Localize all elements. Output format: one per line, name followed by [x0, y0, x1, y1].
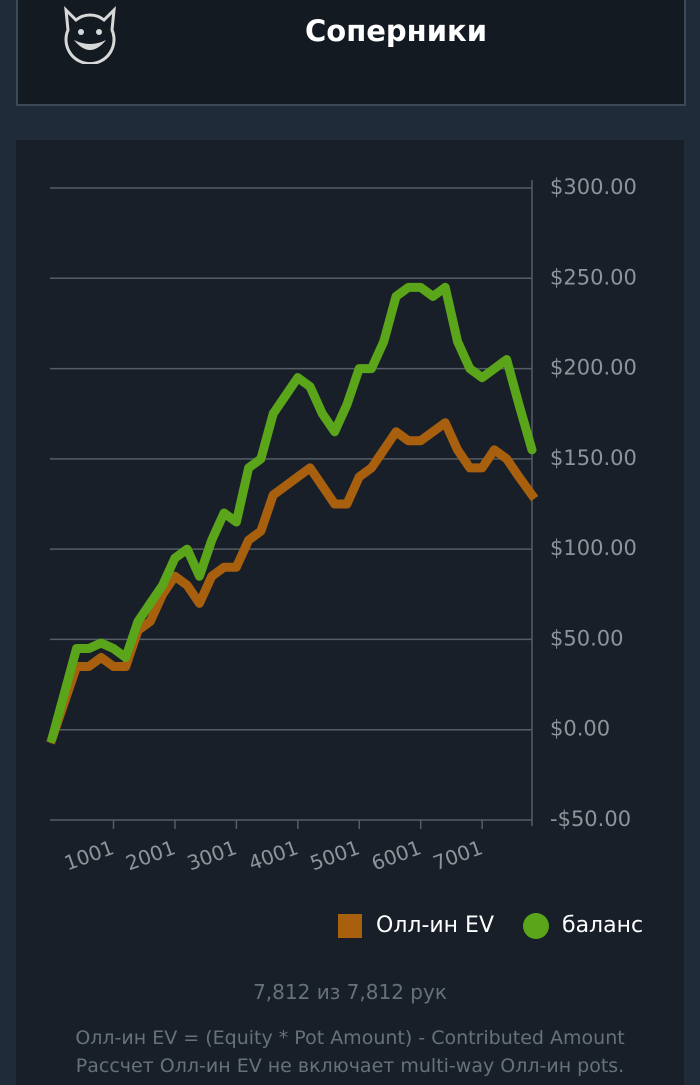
- note: Рассчет Олл-ин EV не включает multi-way …: [75, 1055, 625, 1077]
- x-tick-label: 5001: [307, 835, 363, 875]
- chart: -$50.00 $0.00 $50.00 $100.00 $150.00 $200.00 $…: [46, 175, 643, 939]
- y-tick-label: $150.00: [550, 446, 637, 470]
- y-tick-label: $50.00: [550, 626, 623, 650]
- hand-count: 7,812 из 7,812 рук: [253, 980, 447, 1004]
- x-tick-label: 2001: [122, 835, 178, 875]
- legend-marker: [523, 913, 549, 939]
- y-tick-label: $0.00: [550, 717, 610, 741]
- y-tick-label: $300.00: [550, 175, 637, 199]
- x-tick-label: 4001: [245, 835, 301, 875]
- y-tick-label: -$50.00: [550, 807, 631, 831]
- legend-label: Олл-ин EV: [376, 913, 494, 938]
- header-title: Соперники: [304, 14, 488, 48]
- legend-label: баланс: [562, 913, 643, 938]
- y-tick-label: $200.00: [550, 356, 637, 380]
- note: Олл-ин EV = (Equity * Pot Amount) - Cont…: [75, 1027, 625, 1049]
- series-line: [47, 282, 537, 744]
- x-tick-label: 3001: [184, 835, 240, 875]
- x-tick-label: 1001: [61, 835, 117, 875]
- header: Соперники: [16, 0, 686, 106]
- logo-icon: [64, 5, 116, 64]
- y-tick-label: $100.00: [550, 536, 637, 560]
- x-tick-label: 7001: [430, 835, 486, 875]
- series-line: [46, 418, 539, 745]
- y-tick-label: $250.00: [550, 265, 637, 289]
- x-tick-label: 6001: [368, 835, 424, 875]
- legend-marker: [338, 914, 362, 938]
